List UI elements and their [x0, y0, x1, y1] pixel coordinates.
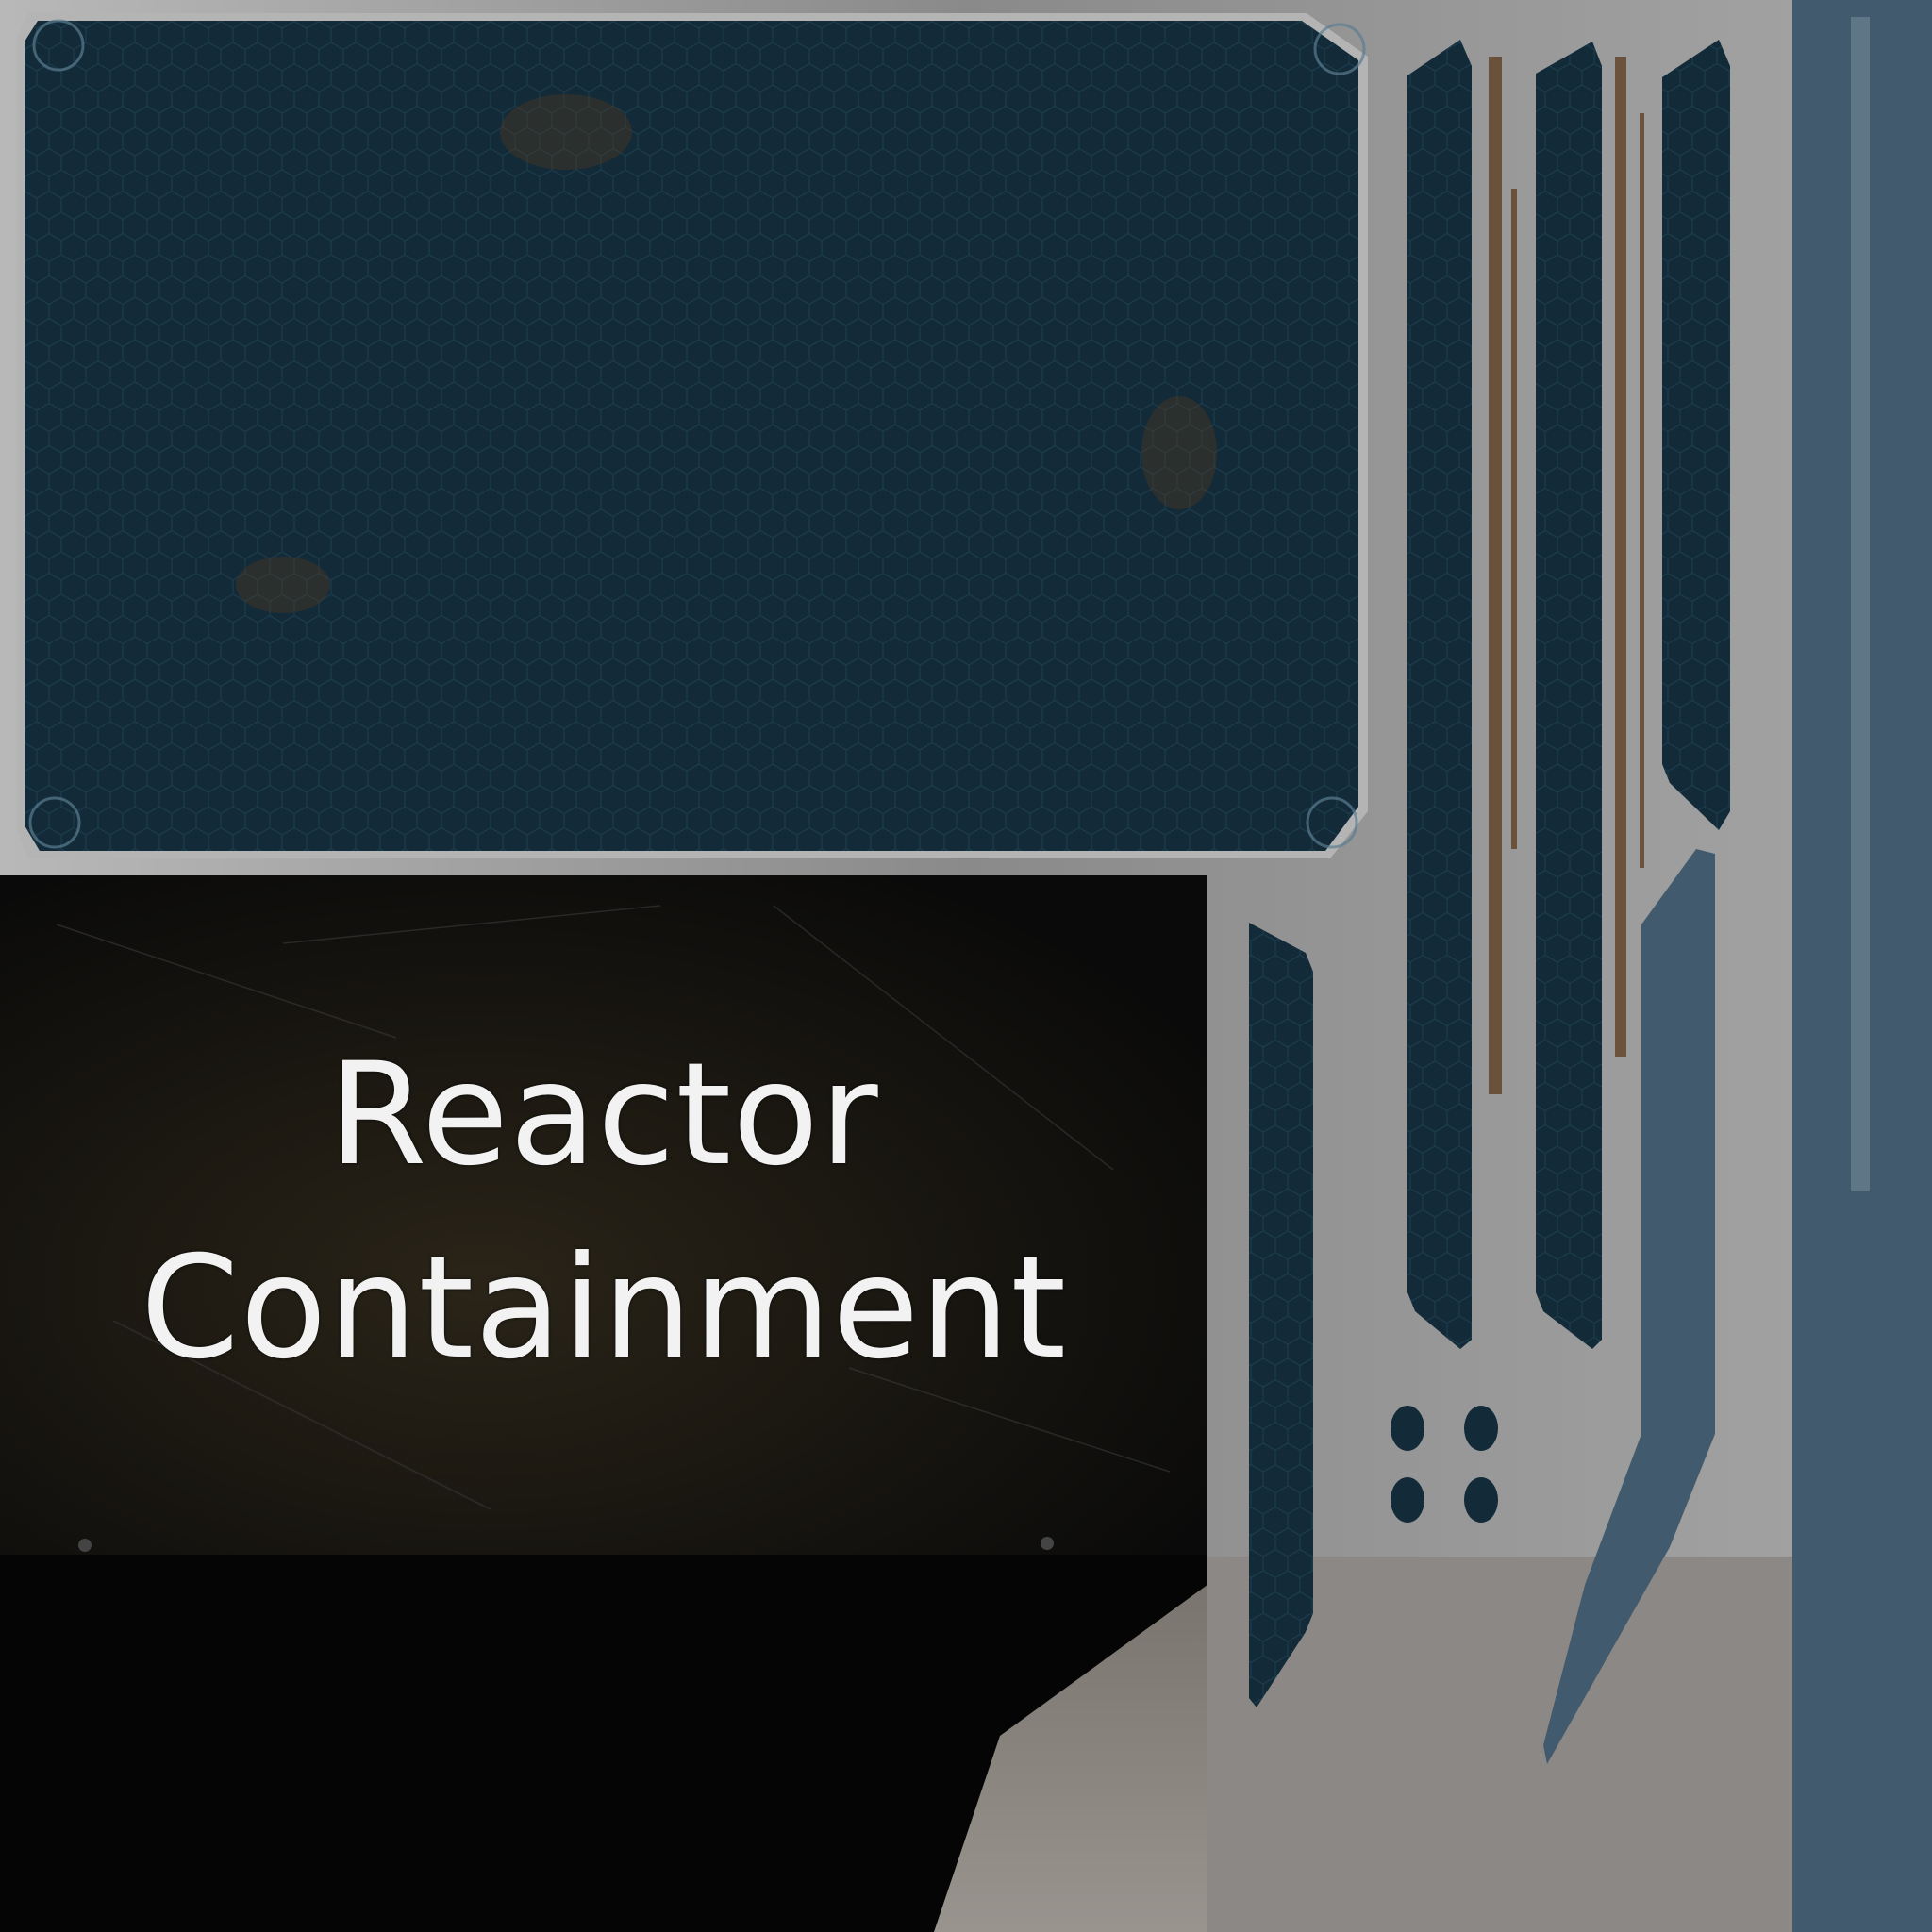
rust-speckles	[1489, 57, 1644, 1094]
main-hex-panel	[17, 13, 1368, 858]
strip-1	[1407, 40, 1472, 1349]
slate-edge-bar	[1792, 0, 1932, 1932]
sign-title-line-2: Containment	[140, 1226, 1068, 1391]
sign-title-line-1: Reactor	[328, 1033, 879, 1197]
metal-fade-region	[934, 1585, 1208, 1932]
sign-plate	[0, 875, 1208, 1932]
strip-4	[1249, 923, 1313, 1707]
panel-bolt-bl	[28, 796, 81, 849]
strip-2	[1536, 42, 1602, 1349]
bolt-cluster	[1391, 1406, 1498, 1523]
panel-bolt-br	[1306, 796, 1358, 849]
panel-bolt-tl	[32, 19, 85, 72]
slate-blade	[1543, 849, 1715, 1764]
strip-3	[1662, 40, 1730, 830]
panel-bolt-tr	[1313, 23, 1366, 75]
sign-title: Reactor Containment	[0, 1019, 1208, 1406]
panel-rust-stains	[236, 94, 1217, 613]
